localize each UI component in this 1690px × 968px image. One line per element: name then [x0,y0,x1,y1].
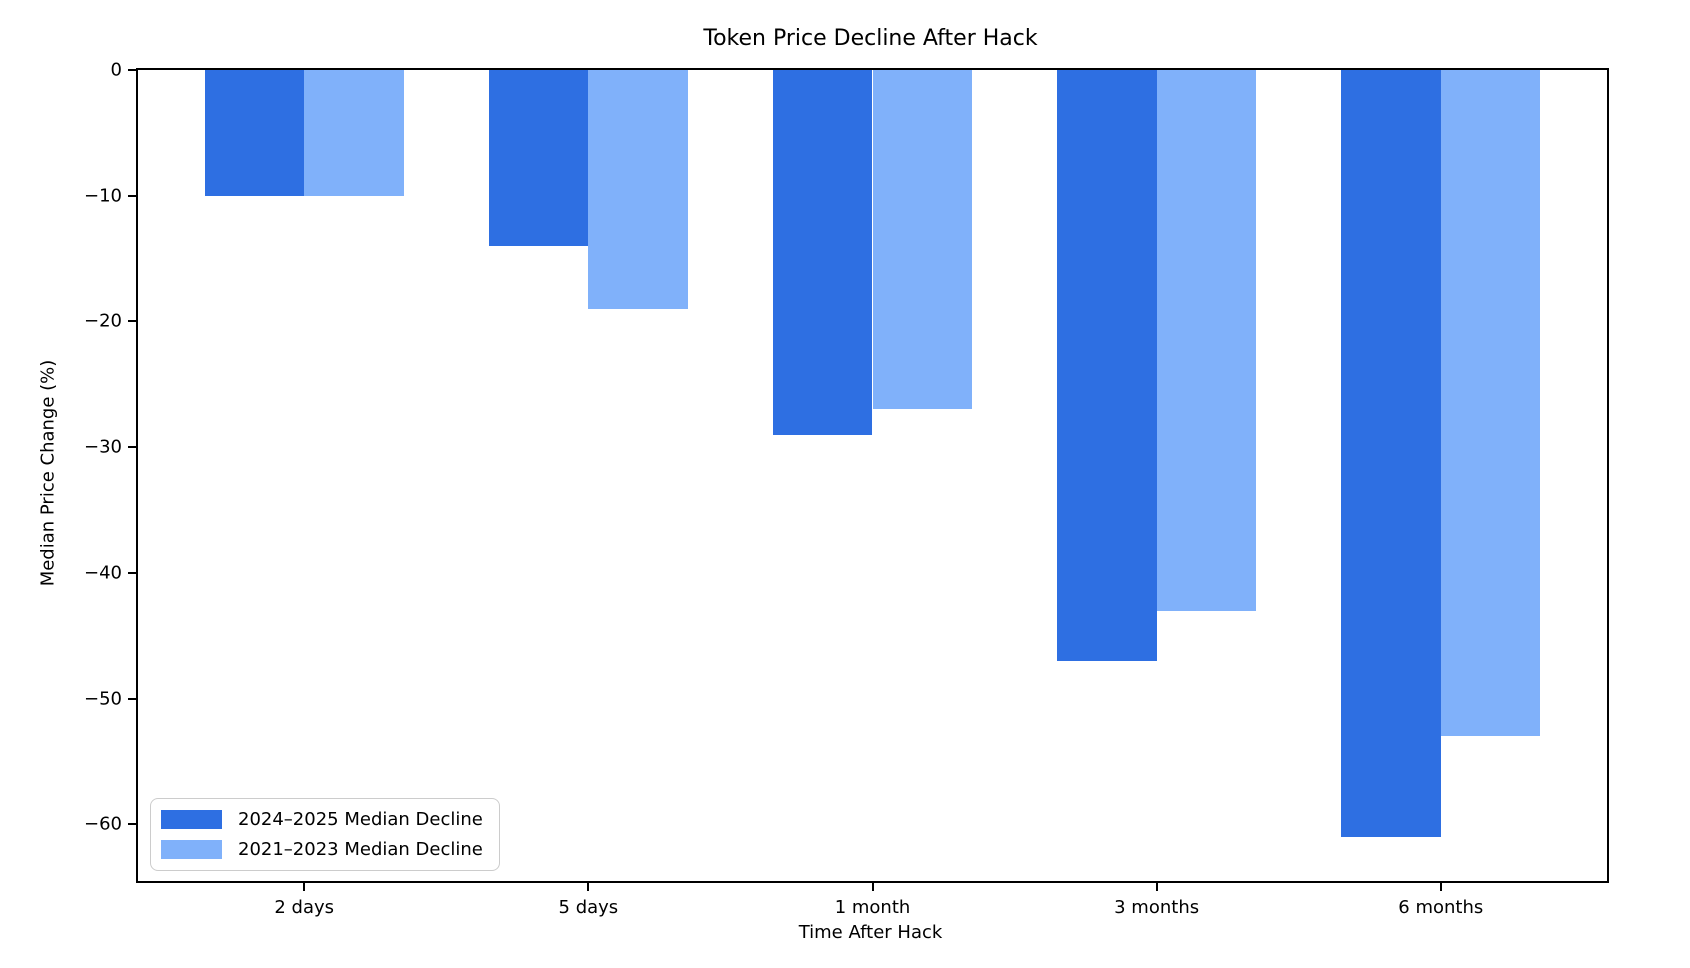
y-tick-label: −30 [84,436,122,458]
x-tick-mark [871,883,874,891]
y-tick-label: −40 [84,562,122,584]
x-axis-label: Time After Hack [798,922,943,943]
y-tick-label: 0 [110,59,122,81]
chart-title: Token Price Decline After Hack [703,26,1038,51]
legend-row: 2024–2025 Median Decline [161,809,483,830]
y-tick-mark [128,194,136,197]
y-tick-mark [128,697,136,700]
legend: 2024–2025 Median Decline 2021–2023 Median… [150,798,500,871]
x-tick-mark [1439,883,1442,891]
y-tick-mark [128,823,136,826]
y-tick-mark [128,571,136,574]
plot-area: 0 −10 −20 −30 −40 −50 −60 2 days 5 days 1 month 3… [84,60,1609,918]
legend-label: 2024–2025 Median Decline [238,809,483,830]
y-tick-label: −60 [84,813,122,835]
bar-series1-3-months [1156,70,1257,611]
bar-series1-5-days [588,70,688,309]
y-tick-label: −50 [84,688,122,710]
bar-series0-1-month [773,70,873,435]
bar-series1-2-days [304,70,404,196]
bar-series0-3-months [1057,70,1157,661]
legend-label: 2021–2023 Median Decline [238,839,483,860]
bar-series1-1-month [872,70,972,410]
x-tick-mark [1155,883,1158,891]
x-tick-label: 6 months [1398,897,1484,918]
x-tick-label: 5 days [558,897,619,918]
y-tick-label: −20 [84,310,122,332]
legend-swatch-series1 [161,840,222,859]
x-tick-label: 3 months [1114,897,1200,918]
x-tick-mark [587,883,590,891]
y-tick-mark [128,69,136,71]
bar-series0-5-days [488,70,589,247]
y-tick-mark [128,320,136,323]
legend-swatch-series0 [161,810,222,829]
x-tick-label: 2 days [274,897,335,918]
y-axis-label: Median Price Change (%) [37,359,59,587]
x-tick-mark [303,883,306,891]
y-tick-mark [128,446,136,449]
legend-row: 2021–2023 Median Decline [161,839,483,860]
bar-series0-6-months [1341,70,1441,837]
bar-series0-2-days [204,70,305,196]
bar-series1-6-months [1440,70,1541,737]
y-tick-label: −10 [84,185,122,207]
x-tick-label: 1 month [834,897,911,918]
